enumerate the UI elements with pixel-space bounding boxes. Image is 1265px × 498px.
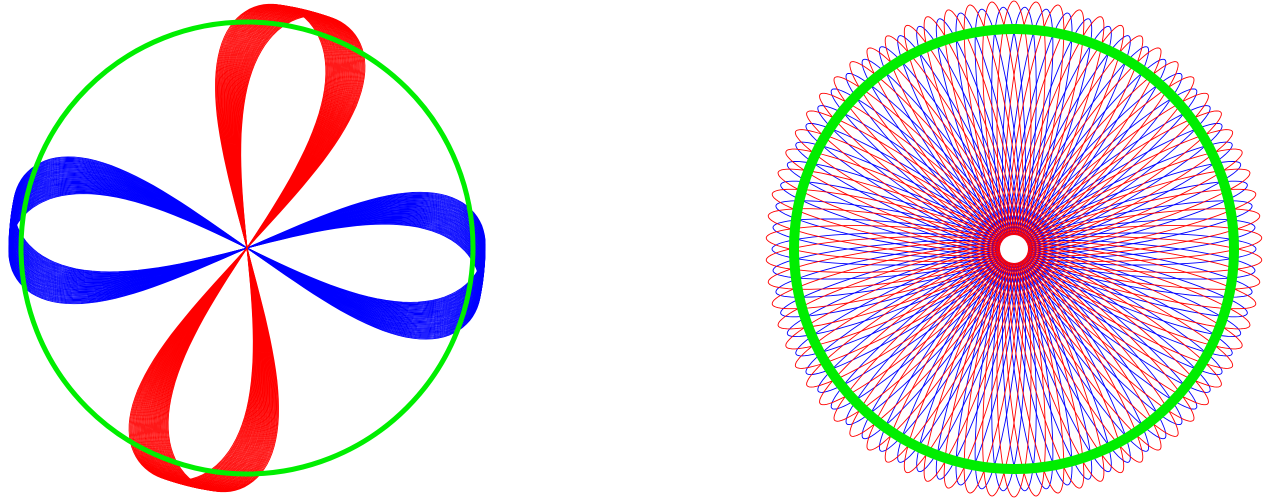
right-pattern — [765, 0, 1263, 498]
right-center-hole — [1000, 235, 1028, 263]
left-pattern — [8, 3, 486, 493]
left-green-ring — [18, 19, 476, 477]
left-red-loops — [128, 3, 366, 493]
left-blue-loops — [8, 156, 486, 340]
left-red-loop — [128, 15, 366, 481]
right-green-ring — [789, 24, 1239, 474]
left-blue-loop — [13, 156, 481, 340]
